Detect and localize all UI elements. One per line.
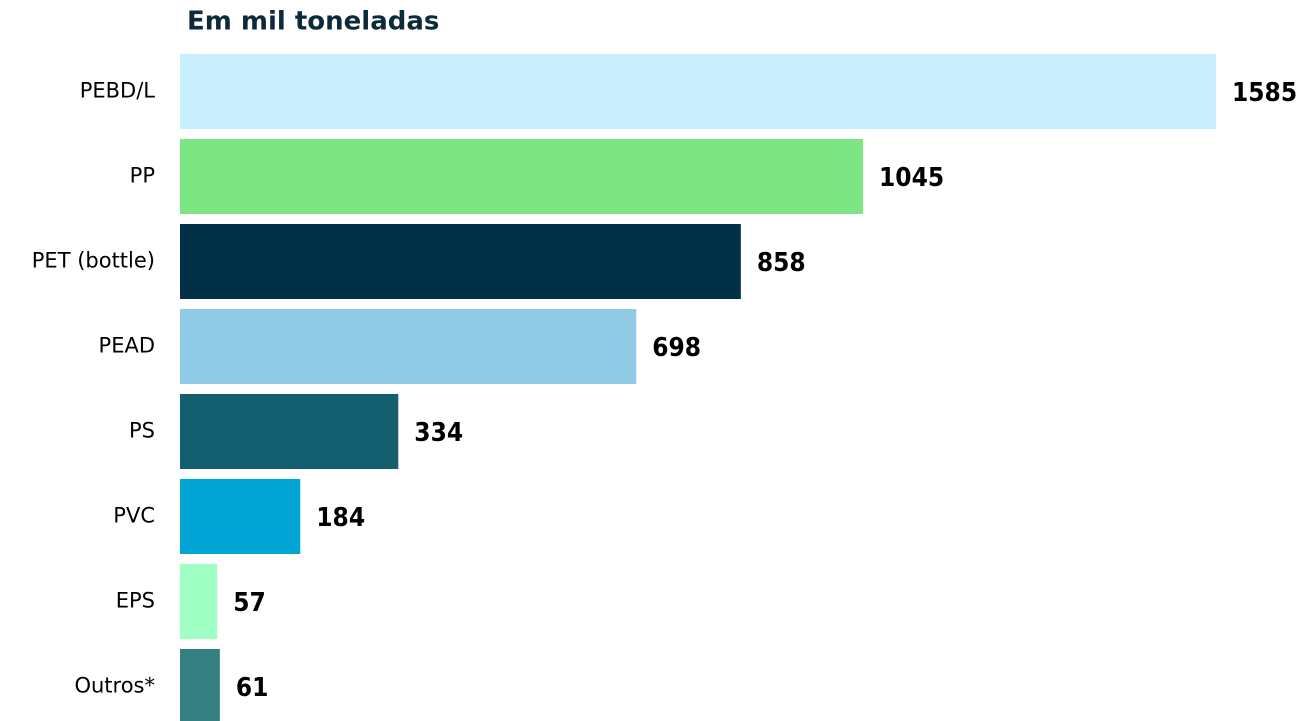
bar	[180, 309, 637, 384]
category-label: PVC	[113, 504, 155, 528]
category-label: PET (bottle)	[32, 249, 155, 273]
bar	[180, 139, 864, 214]
category-label: Outros*	[74, 674, 155, 698]
bar	[180, 394, 399, 469]
value-label: 57	[233, 588, 266, 618]
bar	[180, 224, 741, 299]
category-label: PP	[130, 164, 155, 188]
value-label: 698	[652, 333, 701, 363]
bar	[180, 54, 1216, 129]
bar	[180, 564, 218, 639]
value-label: 1585	[1232, 78, 1297, 108]
value-label: 61	[236, 673, 269, 703]
bar	[180, 649, 220, 721]
value-label: 858	[757, 248, 806, 278]
category-label: PS	[129, 419, 155, 443]
value-label: 184	[316, 503, 365, 533]
category-label: EPS	[116, 589, 155, 613]
bar	[180, 479, 301, 554]
value-label: 334	[414, 418, 463, 448]
category-label: PEBD/L	[80, 79, 156, 103]
value-label: 1045	[879, 163, 944, 193]
chart-title: Em mil toneladas	[187, 7, 439, 37]
category-label: PEAD	[99, 334, 155, 358]
